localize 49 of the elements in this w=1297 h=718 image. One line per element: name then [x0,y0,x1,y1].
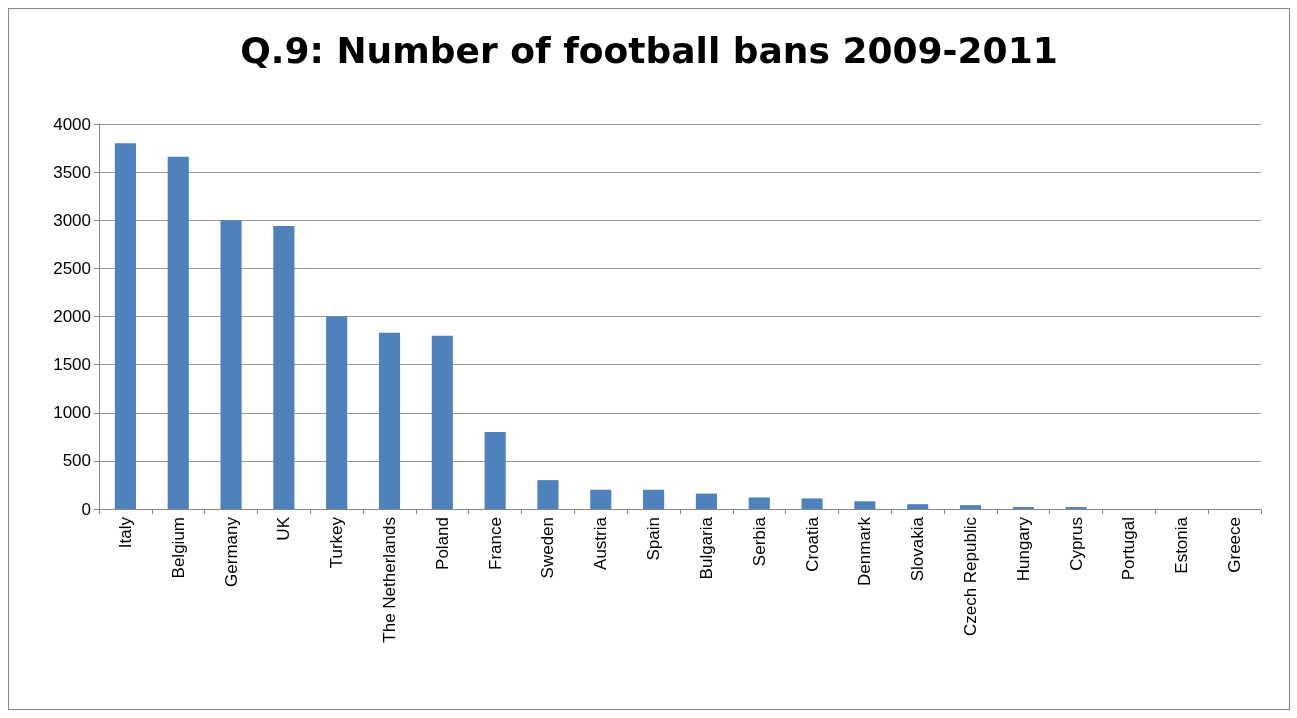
bar [484,432,506,509]
bar [431,335,453,509]
x-tick-label: The Netherlands [380,517,399,643]
y-tick-label: 3000 [53,210,91,230]
x-tick-label: Italy [115,516,135,549]
x-tick-label: UK [274,516,294,541]
bar [854,501,876,509]
y-tick-label: 0 [81,499,91,519]
bar [748,497,770,509]
x-tick-label: Spain [644,517,664,561]
x-tick-label: Serbia [749,516,769,567]
chart-title: Q.9: Number of football bans 2009-2011 [240,29,1058,71]
bar [273,226,295,509]
y-tick-label: 3500 [53,162,91,182]
x-tick-label: Denmark [855,516,875,586]
y-tick-label: 4000 [53,114,91,134]
bar [959,505,982,509]
x-tick-label: Estonia [1172,516,1192,574]
x-tick-label: Croatia [802,516,822,572]
x-tick-label: France [485,517,505,570]
x-tick-label: Austria [591,516,611,570]
bar [220,220,242,509]
bar [643,489,665,509]
bar [378,332,401,509]
bar [114,143,136,509]
x-tick-label: Germany [221,516,241,587]
x-tick-label: Portugal [1119,517,1139,581]
y-tick-label: 1500 [53,355,91,375]
x-tick-label: Hungary [1013,516,1033,582]
x-tick-label: Bulgaria [696,516,716,580]
y-tick-label: 2000 [53,307,91,326]
y-tick-label: 1000 [53,403,91,423]
bar [801,498,823,509]
y-tick-label: 500 [62,451,91,471]
x-tick-label: Sweden [538,517,558,579]
x-tick-label: Greece [1225,517,1245,573]
x-tick-label: Cyprus [1066,517,1086,571]
x-tick-label: Slovakia [908,516,928,582]
bar [537,480,559,509]
bar [590,489,612,509]
bar [907,504,929,509]
x-tick-label: Czech Republic [961,516,980,637]
x-tick-label: Belgium [168,517,188,579]
x-tick-label: Poland [432,517,452,570]
y-tick-label: 2500 [53,258,91,278]
x-tick-label: Turkey [327,516,347,569]
bar [695,493,717,509]
bar [326,316,348,509]
bar [167,156,189,509]
